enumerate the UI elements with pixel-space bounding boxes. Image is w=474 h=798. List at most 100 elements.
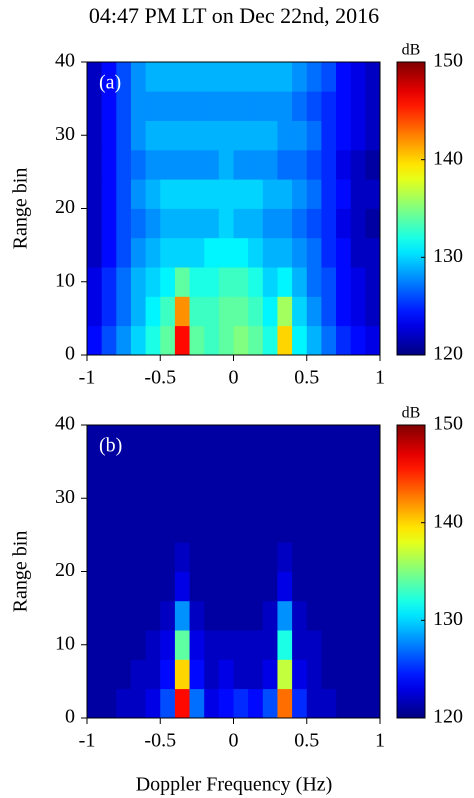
heatmap-cell: [306, 267, 322, 297]
heatmap-cell: [321, 62, 337, 92]
heatmap-cell: [116, 149, 132, 180]
heatmap-cell: [130, 179, 146, 209]
heatmap-cell: [174, 512, 190, 543]
heatmap-cell: [218, 659, 234, 690]
heatmap-cell: [292, 296, 308, 327]
heatmap-cell: [101, 62, 117, 92]
heatmap-cell: [248, 454, 264, 484]
heatmap-cell: [174, 296, 190, 327]
heatmap-cell: [248, 208, 264, 239]
heatmap-cell: [116, 425, 132, 455]
heatmap-cell: [292, 237, 308, 268]
heatmap-cell: [336, 454, 352, 484]
heatmap-cell: [262, 425, 278, 455]
heatmap-cell: [145, 62, 161, 92]
heatmap-cell: [218, 120, 234, 151]
heatmap-cell: [145, 91, 161, 121]
heatmap-cell: [336, 208, 352, 239]
heatmap-cell: [292, 600, 308, 631]
heatmap-cell: [160, 571, 176, 602]
heatmap-cell: [87, 512, 103, 543]
heatmap-cell: [262, 237, 278, 268]
heatmap-cell: [218, 512, 234, 543]
heatmap-cell: [306, 688, 322, 719]
heatmap-cell: [204, 483, 220, 514]
colorbar-tick-label: 150: [433, 413, 463, 435]
heatmap-cell: [116, 267, 132, 297]
y-tick-label: 40: [55, 50, 75, 72]
heatmap-cell: [189, 571, 205, 602]
heatmap-cell: [101, 512, 117, 543]
heatmap-cell: [321, 267, 337, 297]
heatmap-cell: [248, 600, 264, 631]
heatmap-cell: [87, 91, 103, 121]
heatmap-cell: [292, 483, 308, 514]
heatmap-cell: [116, 688, 132, 719]
heatmap-cell: [262, 571, 278, 602]
heatmap-cell: [262, 512, 278, 543]
heatmap-cell: [116, 208, 132, 239]
heatmap-cell: [189, 542, 205, 572]
heatmap-cell: [145, 267, 161, 297]
heatmap-cell: [248, 325, 264, 356]
heatmap-cell: [130, 425, 146, 455]
colorbar-tick-label: 140: [433, 147, 463, 169]
colorbar-tick-label: 130: [433, 608, 463, 630]
heatmap-cell: [160, 179, 176, 209]
heatmap-cell: [248, 296, 264, 327]
heatmap-cell: [145, 483, 161, 514]
heatmap-cell: [218, 267, 234, 297]
heatmap-cell: [145, 120, 161, 151]
heatmap-cell: [248, 62, 264, 92]
heatmap-cell: [365, 149, 381, 180]
heatmap-cell: [365, 659, 381, 690]
heatmap-cell: [218, 149, 234, 180]
heatmap-cell: [277, 600, 293, 631]
heatmap-cell: [189, 659, 205, 690]
heatmap-cell: [350, 208, 366, 239]
heatmap-cell: [248, 630, 264, 660]
colorbar: [396, 61, 426, 356]
heatmap-cell: [204, 454, 220, 484]
heatmap-cell: [145, 630, 161, 660]
heatmap-cell: [174, 454, 190, 484]
heatmap-cell: [306, 179, 322, 209]
x-tick-label: 1: [375, 367, 385, 389]
heatmap-cell: [116, 571, 132, 602]
heatmap-cell: [87, 267, 103, 297]
heatmap-cell: [189, 120, 205, 151]
heatmap-cell: [233, 149, 249, 180]
heatmap-cell: [116, 542, 132, 572]
heatmap-cell: [336, 483, 352, 514]
heatmap-cell: [277, 179, 293, 209]
heatmap-cell: [277, 571, 293, 602]
heatmap-cell: [292, 454, 308, 484]
heatmap-cell: [292, 179, 308, 209]
heatmap-cell: [145, 659, 161, 690]
heatmap-cell: [336, 149, 352, 180]
heatmap-cell: [174, 425, 190, 455]
heatmap-cell: [160, 659, 176, 690]
y-axis-label: Range bin: [10, 531, 32, 613]
heatmap-cell: [248, 512, 264, 543]
heatmap-cell: [218, 237, 234, 268]
heatmap-cell: [145, 208, 161, 239]
heatmap-cell: [365, 600, 381, 631]
x-tick-label: 0.5: [294, 367, 319, 389]
heatmap-cell: [262, 659, 278, 690]
heatmap-cell: [204, 512, 220, 543]
heatmap-cell: [87, 600, 103, 631]
heatmap-cell: [321, 425, 337, 455]
heatmap-cell: [306, 120, 322, 151]
heatmap-cell: [336, 512, 352, 543]
y-tick-label: 20: [55, 196, 75, 218]
x-tick-label: 0: [229, 367, 239, 389]
heatmap-cell: [204, 296, 220, 327]
x-tick-label: -1: [79, 730, 96, 752]
heatmap-cell: [174, 149, 190, 180]
heatmap-cell: [233, 208, 249, 239]
heatmap-cell: [262, 120, 278, 151]
heatmap-cell: [101, 120, 117, 151]
heatmap-cell: [160, 208, 176, 239]
heatmap-cell: [365, 688, 381, 719]
